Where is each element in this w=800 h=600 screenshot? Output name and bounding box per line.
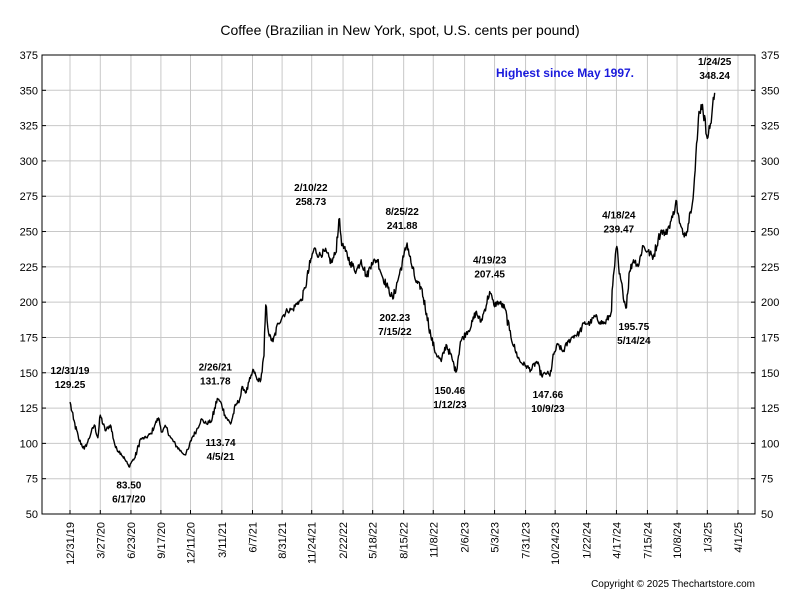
annotation-date: 5/14/24 [617, 336, 651, 347]
y-tick-label-right: 300 [761, 156, 779, 168]
x-tick-label: 6/23/20 [126, 522, 138, 559]
y-tick-label-right: 200 [761, 297, 779, 309]
y-axis-left: 50 75 100 125 150 175 200 225 250 275 300 325 350 375 [20, 50, 38, 521]
x-tick-label: 12/31/19 [65, 522, 77, 565]
y-tick-label-right: 150 [761, 368, 779, 380]
plot-area-border [41, 54, 756, 515]
annotation-date: 4/5/21 [207, 452, 235, 463]
y-tick-label-left: 300 [20, 156, 38, 168]
x-tick-label: 7/15/24 [642, 522, 654, 559]
y-tick-label-right: 175 [761, 332, 779, 344]
annotation-date: 1/24/25 [698, 57, 732, 68]
x-tick-label: 11/24/21 [307, 522, 319, 564]
x-tick-label: 4/1/25 [733, 522, 745, 553]
y-tick-label-left: 350 [20, 85, 38, 97]
y-tick-label-right: 75 [761, 474, 773, 486]
y-tick-label-right: 125 [761, 403, 779, 415]
annotation-date: 10/9/23 [531, 404, 565, 415]
x-tick-label: 4/17/24 [611, 522, 623, 559]
x-tick-label: 10/24/23 [550, 522, 562, 565]
y-tick-label-left: 100 [20, 438, 38, 450]
y-tick-label-left: 375 [20, 50, 38, 62]
highlight-annotation: Highest since May 1997. [496, 66, 634, 80]
annotation-date: 4/18/24 [602, 210, 636, 221]
annotation-value: 202.23 [380, 313, 411, 324]
x-tick-label: 11/8/22 [428, 522, 440, 558]
annotation-value: 150.46 [435, 386, 466, 397]
x-tick-label: 1/3/25 [702, 522, 714, 553]
annotation-value: 147.66 [533, 390, 564, 401]
annotation-value: 83.50 [116, 481, 141, 492]
x-tick-label: 6/7/21 [247, 522, 259, 553]
annotations: 12/31/19 129.25 83.50 6/17/20 2/26/21 131.78 1… [51, 57, 732, 506]
x-axis: 12/31/19 3/27/20 6/23/20 9/17/20 12/11/20 3/1… [65, 522, 745, 565]
annotation-value: 258.73 [296, 197, 327, 208]
x-tick-label: 8/31/21 [277, 522, 289, 559]
annotation-date: 8/25/22 [385, 207, 419, 218]
y-tick-label-right: 100 [761, 438, 779, 450]
x-tick-label: 5/18/22 [368, 522, 380, 559]
y-axis-right: 50 75 100 125 150 175 200 225 250 275 300 325 350 375 [761, 50, 779, 521]
y-tick-label-left: 250 [20, 227, 38, 239]
annotation-date: 6/17/20 [112, 495, 146, 506]
copyright-notice: Copyright © 2025 Thechartstore.com [591, 579, 755, 590]
annotation-value: 195.75 [619, 322, 650, 333]
annotation-date: 7/15/22 [378, 327, 412, 338]
annotation-value: 131.78 [200, 377, 231, 388]
y-tick-label-right: 275 [761, 191, 779, 203]
annotation-date: 2/10/22 [294, 183, 328, 194]
y-tick-label-left: 275 [20, 191, 38, 203]
annotation-value: 348.24 [699, 71, 730, 82]
annotation-value: 113.74 [206, 438, 236, 449]
annotation-value: 241.88 [387, 221, 418, 232]
x-tick-label: 3/11/21 [217, 522, 229, 558]
y-tick-label-left: 325 [20, 121, 38, 133]
annotation-date: 4/19/23 [473, 256, 507, 267]
x-tick-label: 3/27/20 [95, 522, 107, 559]
x-tick-label: 8/15/22 [399, 522, 411, 559]
y-tick-label-left: 75 [26, 474, 38, 486]
y-tick-label-right: 350 [761, 85, 779, 97]
y-tick-label-left: 200 [20, 297, 38, 309]
y-tick-label-right: 325 [761, 121, 779, 133]
grid [42, 54, 755, 515]
x-tick-label: 12/11/20 [186, 522, 198, 564]
y-tick-label-right: 50 [761, 509, 773, 521]
y-tick-label-right: 225 [761, 262, 779, 274]
annotation-date: 1/12/23 [433, 400, 467, 411]
y-tick-label-left: 125 [20, 403, 38, 415]
annotation-value: 129.25 [55, 380, 86, 391]
y-tick-label-right: 250 [761, 227, 779, 239]
y-tick-label-left: 175 [20, 332, 38, 344]
series-line-coffee-price [69, 92, 716, 468]
annotation-value: 207.45 [474, 270, 505, 281]
annotation-date: 2/26/21 [199, 363, 233, 374]
y-tick-label-left: 50 [26, 509, 38, 521]
x-tick-label: 2/22/22 [338, 522, 350, 559]
y-tick-label-right: 375 [761, 50, 779, 62]
annotation-date: 12/31/19 [51, 366, 90, 377]
y-tick-label-left: 225 [20, 262, 38, 274]
x-tick-label: 10/8/24 [672, 522, 684, 559]
chart-title: Coffee (Brazilian in New York, spot, U.S… [220, 22, 579, 38]
annotation-value: 239.47 [604, 224, 635, 235]
y-tick-label-left: 150 [20, 368, 38, 380]
x-tick-label: 1/22/24 [581, 522, 593, 559]
x-tick-label: 5/3/23 [490, 522, 502, 553]
x-tick-label: 7/31/23 [521, 522, 533, 559]
x-tick-label: 9/17/20 [156, 522, 168, 559]
x-tick-label: 2/6/23 [460, 522, 472, 553]
